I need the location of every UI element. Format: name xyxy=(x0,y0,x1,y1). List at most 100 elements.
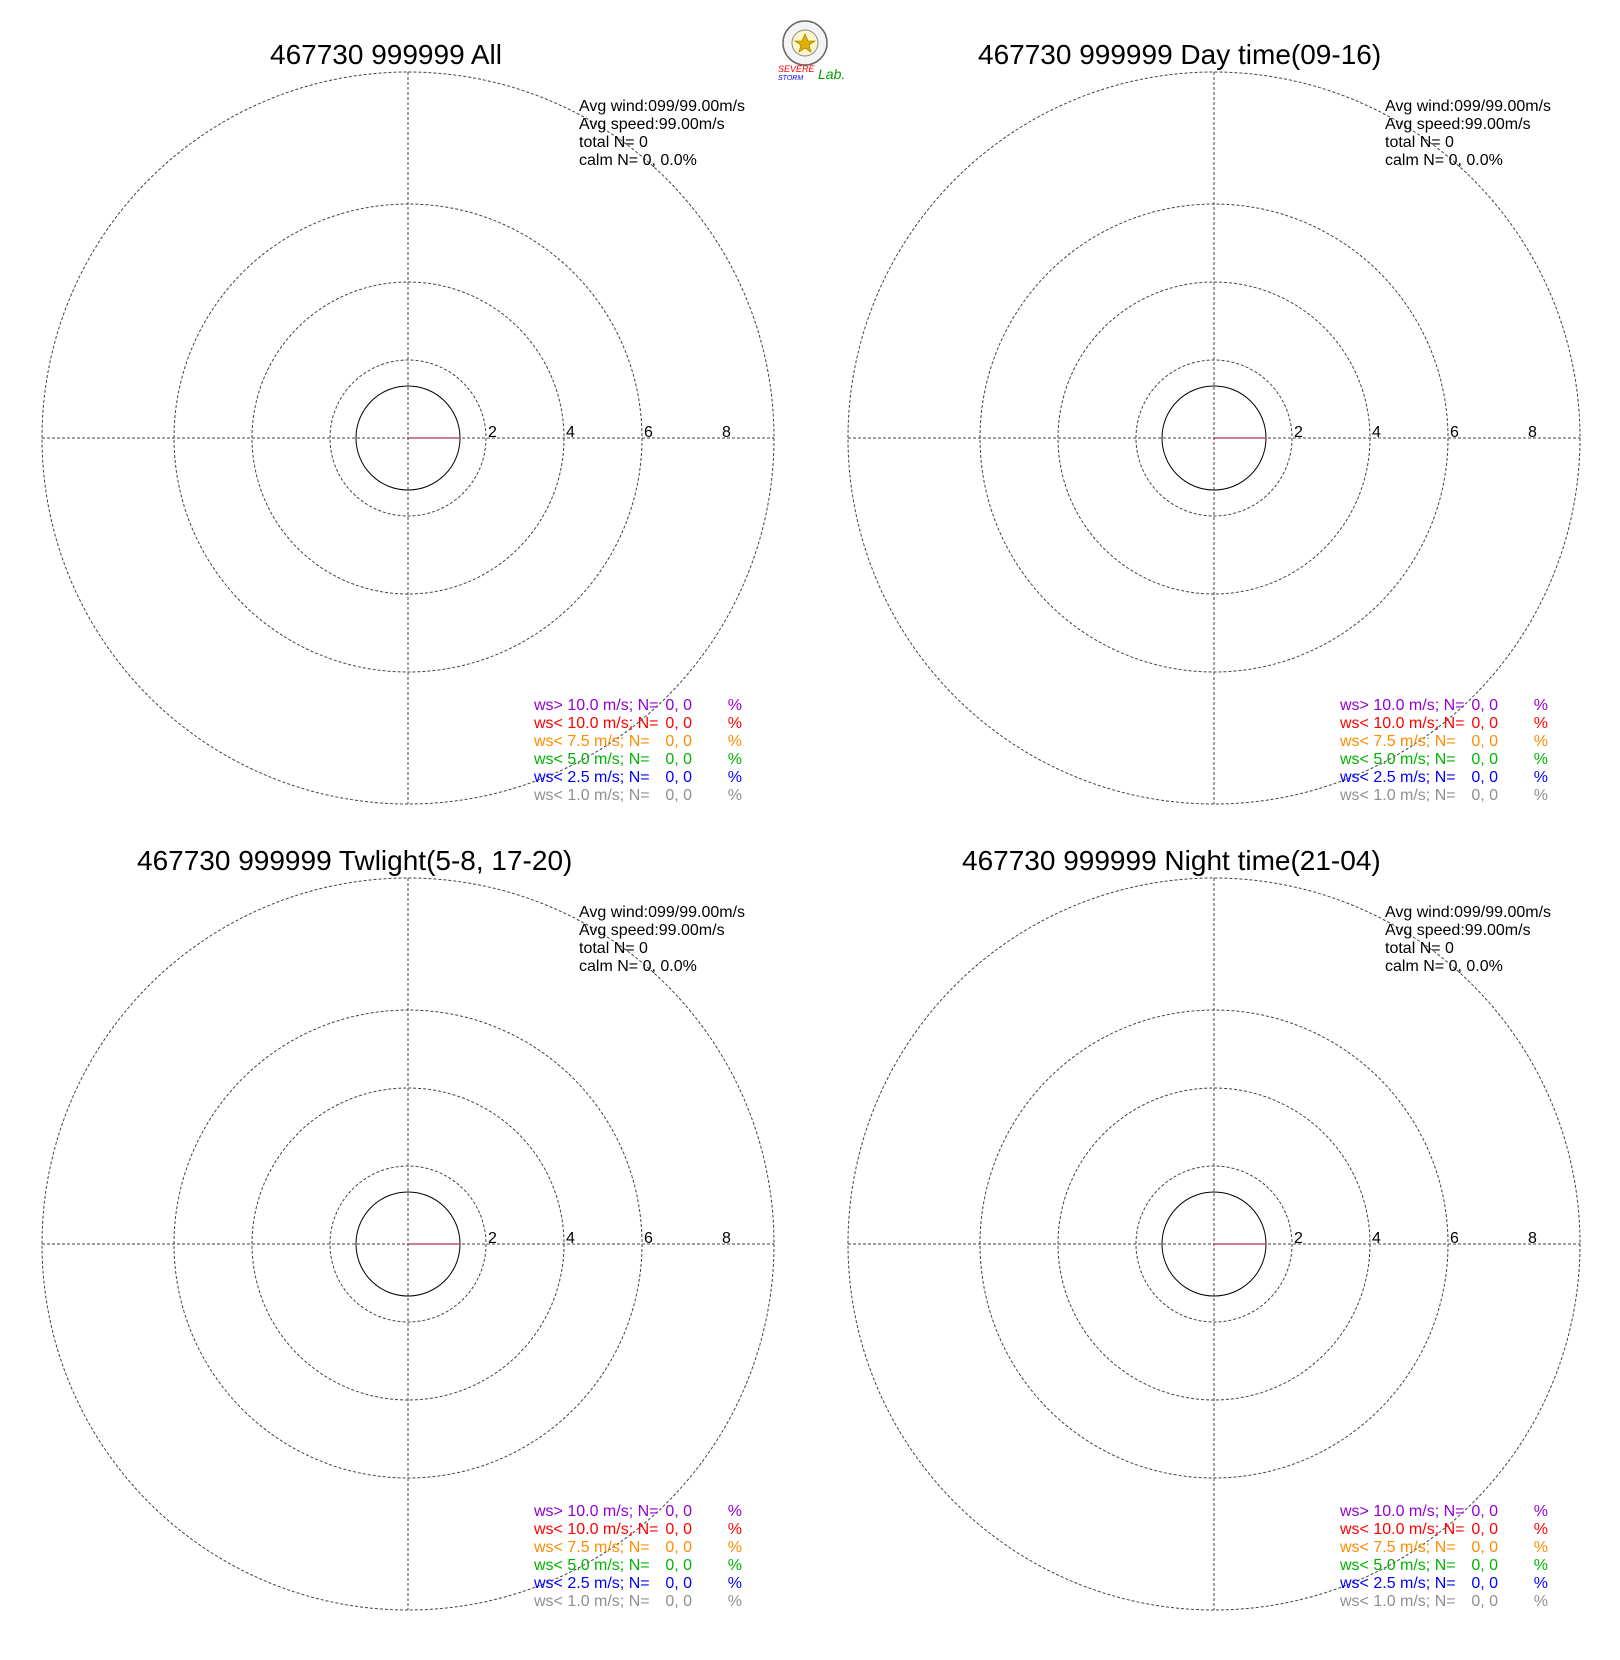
legend-label: ws< 10.0 m/s; N= xyxy=(533,715,659,732)
legend-unit: % xyxy=(728,715,742,732)
legend-unit: % xyxy=(728,787,742,804)
lab-logo: SEVERE STORM Lab. xyxy=(778,20,845,82)
legend-unit: % xyxy=(728,697,742,714)
legend-unit: % xyxy=(1534,697,1548,714)
ring-tick-label-4: 4 xyxy=(1372,424,1381,441)
legend-count: 0, 0 xyxy=(1471,1503,1498,1520)
legend-unit: % xyxy=(728,769,742,786)
panel-title: 467730 999999 All xyxy=(270,39,502,70)
legend-count: 0, 0 xyxy=(1471,1557,1498,1574)
legend-label: ws< 1.0 m/s; N= xyxy=(1339,1593,1456,1610)
legend-unit: % xyxy=(1534,787,1548,804)
ring-tick-label-4: 4 xyxy=(566,1230,575,1247)
stat-line-3: total N= 0 xyxy=(1385,940,1454,957)
legend-label: ws< 1.0 m/s; N= xyxy=(533,1593,650,1610)
legend-label: ws< 10.0 m/s; N= xyxy=(1339,715,1465,732)
stat-line-2: Avg speed:99.00m/s xyxy=(1385,922,1531,939)
legend-unit: % xyxy=(1534,1521,1548,1538)
stat-line-1: Avg wind:099/99.00m/s xyxy=(579,98,745,115)
stat-line-2: Avg speed:99.00m/s xyxy=(1385,116,1531,133)
legend-unit: % xyxy=(728,1557,742,1574)
legend-unit: % xyxy=(1534,1575,1548,1592)
legend-count: 0, 0 xyxy=(1471,1575,1498,1592)
legend-label: ws> 10.0 m/s; N= xyxy=(533,1503,659,1520)
legend-label: ws< 5.0 m/s; N= xyxy=(533,751,650,768)
legend-label: ws< 7.5 m/s; N= xyxy=(533,733,650,750)
ring-tick-label-2: 2 xyxy=(488,1230,497,1247)
legend-count: 0, 0 xyxy=(665,769,692,786)
legend-count: 0, 0 xyxy=(665,1539,692,1556)
legend-count: 0, 0 xyxy=(1471,769,1498,786)
legend-label: ws< 5.0 m/s; N= xyxy=(1339,1557,1456,1574)
logo-star-icon xyxy=(794,33,816,53)
legend-label: ws< 5.0 m/s; N= xyxy=(533,1557,650,1574)
legend-count: 0, 0 xyxy=(1471,1539,1498,1556)
stat-line-4: calm N= 0, 0.0% xyxy=(579,152,697,169)
panel-title: 467730 999999 Night time(21-04) xyxy=(962,845,1381,876)
stat-line-2: Avg speed:99.00m/s xyxy=(579,116,725,133)
stat-line-2: Avg speed:99.00m/s xyxy=(579,922,725,939)
legend-count: 0, 0 xyxy=(665,1575,692,1592)
legend-unit: % xyxy=(1534,1557,1548,1574)
legend-unit: % xyxy=(728,733,742,750)
legend-unit: % xyxy=(1534,733,1548,750)
ring-tick-label-2: 2 xyxy=(1294,424,1303,441)
legend-count: 0, 0 xyxy=(1471,697,1498,714)
panel-title: 467730 999999 Twlight(5-8, 17-20) xyxy=(137,845,572,876)
legend-unit: % xyxy=(1534,1503,1548,1520)
legend-count: 0, 0 xyxy=(665,733,692,750)
legend-unit: % xyxy=(1534,1539,1548,1556)
ring-tick-label-8: 8 xyxy=(1528,1230,1537,1247)
ring-tick-label-6: 6 xyxy=(1450,424,1459,441)
logo-text-storm: STORM xyxy=(778,75,803,82)
logo-text-severe: SEVERE xyxy=(778,64,816,74)
legend-label: ws< 10.0 m/s; N= xyxy=(533,1521,659,1538)
legend-unit: % xyxy=(1534,769,1548,786)
legend-label: ws< 7.5 m/s; N= xyxy=(1339,1539,1456,1556)
legend-label: ws< 2.5 m/s; N= xyxy=(533,1575,650,1592)
wind-rose-panel-4: 467730 999999 Night time(21-04) 2 4 6 8 Avg w… xyxy=(847,845,1581,1611)
stat-line-3: total N= 0 xyxy=(579,940,648,957)
legend-count: 0, 0 xyxy=(665,1593,692,1610)
legend-label: ws> 10.0 m/s; N= xyxy=(533,697,659,714)
legend-count: 0, 0 xyxy=(665,1503,692,1520)
legend-unit: % xyxy=(728,751,742,768)
legend-count: 0, 0 xyxy=(1471,1593,1498,1610)
legend-count: 0, 0 xyxy=(665,787,692,804)
ring-tick-label-8: 8 xyxy=(722,1230,731,1247)
legend-label: ws< 7.5 m/s; N= xyxy=(533,1539,650,1556)
legend-label: ws< 5.0 m/s; N= xyxy=(1339,751,1456,768)
legend-unit: % xyxy=(1534,715,1548,732)
ring-tick-label-4: 4 xyxy=(566,424,575,441)
legend-count: 0, 0 xyxy=(1471,1521,1498,1538)
legend-unit: % xyxy=(1534,1593,1548,1610)
legend-count: 0, 0 xyxy=(665,715,692,732)
legend-label: ws< 7.5 m/s; N= xyxy=(1339,733,1456,750)
ring-tick-label-4: 4 xyxy=(1372,1230,1381,1247)
legend-unit: % xyxy=(728,1539,742,1556)
legend-unit: % xyxy=(728,1575,742,1592)
stat-line-1: Avg wind:099/99.00m/s xyxy=(579,904,745,921)
wind-rose-panel-1: 467730 999999 All 2 4 6 8 Avg wind:099/99.00m… xyxy=(41,39,775,805)
panel-title: 467730 999999 Day time(09-16) xyxy=(978,39,1381,70)
logo-text-lab: Lab. xyxy=(818,66,845,82)
legend-count: 0, 0 xyxy=(665,1557,692,1574)
legend-unit: % xyxy=(728,1521,742,1538)
stat-line-3: total N= 0 xyxy=(1385,134,1454,151)
wind-rose-panel-3: 467730 999999 Twlight(5-8, 17-20) 2 4 6 8 Avg… xyxy=(41,845,775,1611)
ring-tick-label-8: 8 xyxy=(1528,424,1537,441)
ring-tick-label-2: 2 xyxy=(1294,1230,1303,1247)
legend-count: 0, 0 xyxy=(1471,733,1498,750)
legend-unit: % xyxy=(728,1503,742,1520)
legend-label: ws> 10.0 m/s; N= xyxy=(1339,697,1465,714)
legend-label: ws< 2.5 m/s; N= xyxy=(1339,769,1456,786)
legend-unit: % xyxy=(728,1593,742,1610)
legend-count: 0, 0 xyxy=(665,1521,692,1538)
legend-label: ws< 10.0 m/s; N= xyxy=(1339,1521,1465,1538)
ring-tick-label-2: 2 xyxy=(488,424,497,441)
stat-line-4: calm N= 0, 0.0% xyxy=(579,958,697,975)
legend-label: ws< 2.5 m/s; N= xyxy=(1339,1575,1456,1592)
legend-count: 0, 0 xyxy=(1471,787,1498,804)
ring-tick-label-6: 6 xyxy=(1450,1230,1459,1247)
